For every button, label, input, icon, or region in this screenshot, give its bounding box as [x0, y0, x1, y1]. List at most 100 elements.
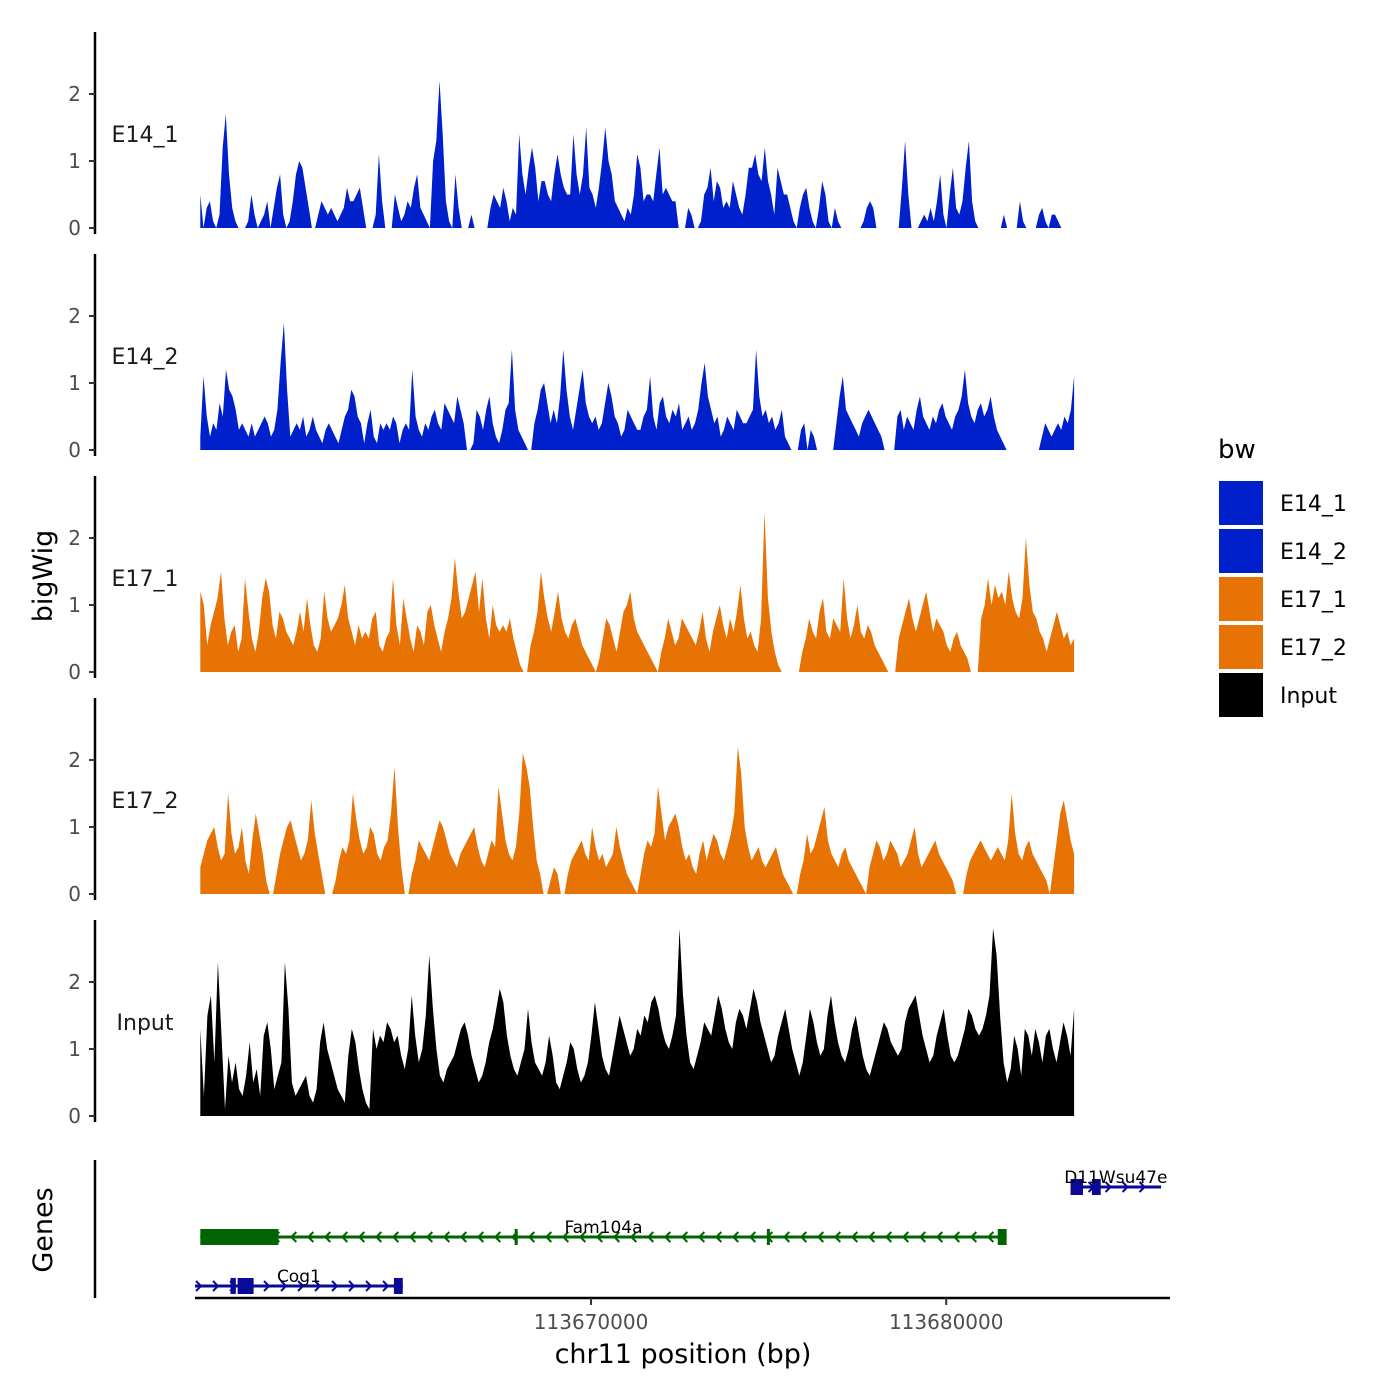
track-e14-1: 0 1 2 E14_1: [68, 32, 1075, 240]
strand-arrow: [986, 1231, 995, 1243]
y-tick-label: 1: [68, 815, 81, 839]
y-tick-label: 2: [68, 748, 81, 772]
legend-swatch: [1219, 625, 1263, 669]
signal-area-e17-1: [200, 511, 1075, 672]
y-tick-label: 0: [68, 438, 81, 462]
strand-arrow: [263, 1280, 271, 1292]
gene-label: Fam104a: [564, 1218, 642, 1238]
gene-fam104a: Fam104a: [200, 1218, 1007, 1245]
strand-arrow: [212, 1280, 220, 1292]
strand-arrow: [280, 1280, 288, 1292]
strand-arrow: [731, 1231, 740, 1243]
y-tick-label: 0: [68, 216, 81, 240]
strand-arrow: [323, 1231, 332, 1243]
strand-arrow: [901, 1231, 910, 1243]
y-tick-label: 2: [68, 304, 81, 328]
exon: [1070, 1179, 1083, 1195]
strand-arrow: [195, 1280, 203, 1292]
track-label: Input: [117, 1011, 174, 1036]
signal-tracks: 0 1 2 E14_1 0 1 2 E14_2 0 1 2 E17_1 0 1 2 E17_2 0 1 2 Input: [68, 32, 1075, 1128]
strand-arrow: [408, 1231, 417, 1243]
strand-arrow: [646, 1231, 655, 1243]
y-tick-label: 0: [68, 1104, 81, 1128]
x-tick-label: 113670000: [534, 1310, 649, 1334]
strand-arrow: [578, 1231, 587, 1243]
strand-arrow: [884, 1231, 893, 1243]
y-tick-label: 2: [68, 526, 81, 550]
strand-arrow: [867, 1231, 876, 1243]
strand-arrow: [527, 1231, 536, 1243]
strand-arrow: [952, 1231, 961, 1243]
legend-item-e14-2: E14_2: [1219, 529, 1347, 573]
gene-cog1: Cog1: [195, 1267, 403, 1294]
strand-arrow: [1121, 1181, 1129, 1193]
y-tick-label: 0: [68, 660, 81, 684]
strand-arrow: [476, 1231, 485, 1243]
strand-arrow: [918, 1231, 927, 1243]
strand-arrow: [365, 1280, 373, 1292]
legend-label: E14_2: [1280, 540, 1347, 565]
track-e17-1: 0 1 2 E17_1: [68, 476, 1075, 684]
strand-arrow: [799, 1231, 808, 1243]
signal-area-input: [200, 928, 1075, 1116]
y-axis-title: bigWig: [28, 530, 59, 623]
strand-arrow: [391, 1231, 400, 1243]
exon: [393, 1278, 403, 1294]
y-tick-label: 2: [68, 970, 81, 994]
strand-arrow: [969, 1231, 978, 1243]
exon: [237, 1278, 254, 1294]
exon: [514, 1229, 518, 1245]
gene-d11wsu47e: D11Wsu47e: [1064, 1168, 1167, 1195]
gene-label: D11Wsu47e: [1064, 1168, 1167, 1188]
y-tick-label: 0: [68, 882, 81, 906]
legend-label: Input: [1280, 684, 1337, 709]
signal-area-e17-2: [200, 746, 1075, 894]
legend-label: E17_2: [1280, 636, 1347, 661]
y-tick-label: 1: [68, 149, 81, 173]
genes-axis-title: Genes: [28, 1187, 59, 1272]
strand-arrow: [289, 1231, 298, 1243]
strand-arrow: [340, 1231, 349, 1243]
track-e14-2: 0 1 2 E14_2: [68, 254, 1075, 462]
strand-arrow: [493, 1231, 502, 1243]
position-axis: 113670000 113680000: [195, 1296, 1170, 1334]
y-tick-label: 1: [68, 1037, 81, 1061]
legend-swatch: [1219, 577, 1263, 621]
gene-label: Cog1: [277, 1267, 321, 1287]
strand-arrow: [748, 1231, 757, 1243]
track-e17-2: 0 1 2 E17_2: [68, 698, 1075, 906]
legend-item-input: Input: [1219, 673, 1337, 717]
strand-arrow: [595, 1231, 604, 1243]
track-input: 0 1 2 Input: [68, 920, 1075, 1128]
strand-arrow: [714, 1231, 723, 1243]
strand-arrow: [697, 1231, 706, 1243]
strand-arrow: [306, 1231, 315, 1243]
signal-area-e14-2: [200, 322, 1075, 450]
x-axis-title: chr11 position (bp): [555, 1339, 812, 1370]
strand-arrow: [663, 1231, 672, 1243]
legend-label: E14_1: [1280, 492, 1347, 517]
track-label: E17_2: [112, 789, 179, 814]
track-label: E17_1: [112, 567, 179, 592]
legend-swatch: [1219, 673, 1263, 717]
legend: bw E14_1 E14_2 E17_1 E17_2 Input: [1218, 435, 1347, 717]
y-tick-label: 2: [68, 82, 81, 106]
signal-area-e14-1: [200, 80, 1075, 228]
strand-arrow: [425, 1231, 434, 1243]
exon: [200, 1229, 279, 1245]
y-tick-label: 1: [68, 371, 81, 395]
strand-arrow: [459, 1231, 468, 1243]
legend-item-e17-2: E17_2: [1219, 625, 1347, 669]
strand-arrow: [382, 1280, 390, 1292]
gene-track: D11Wsu47e Fam104a Cog1: [93, 1160, 1167, 1298]
legend-item-e17-1: E17_1: [1219, 577, 1347, 621]
strand-arrow: [1104, 1181, 1112, 1193]
strand-arrow: [442, 1231, 451, 1243]
strand-arrow: [782, 1231, 791, 1243]
legend-item-e14-1: E14_1: [1219, 481, 1347, 525]
strand-arrow: [544, 1231, 553, 1243]
strand-arrow: [561, 1231, 570, 1243]
track-label: E14_2: [112, 345, 179, 370]
legend-label: E17_1: [1280, 588, 1347, 613]
strand-arrow: [331, 1280, 339, 1292]
